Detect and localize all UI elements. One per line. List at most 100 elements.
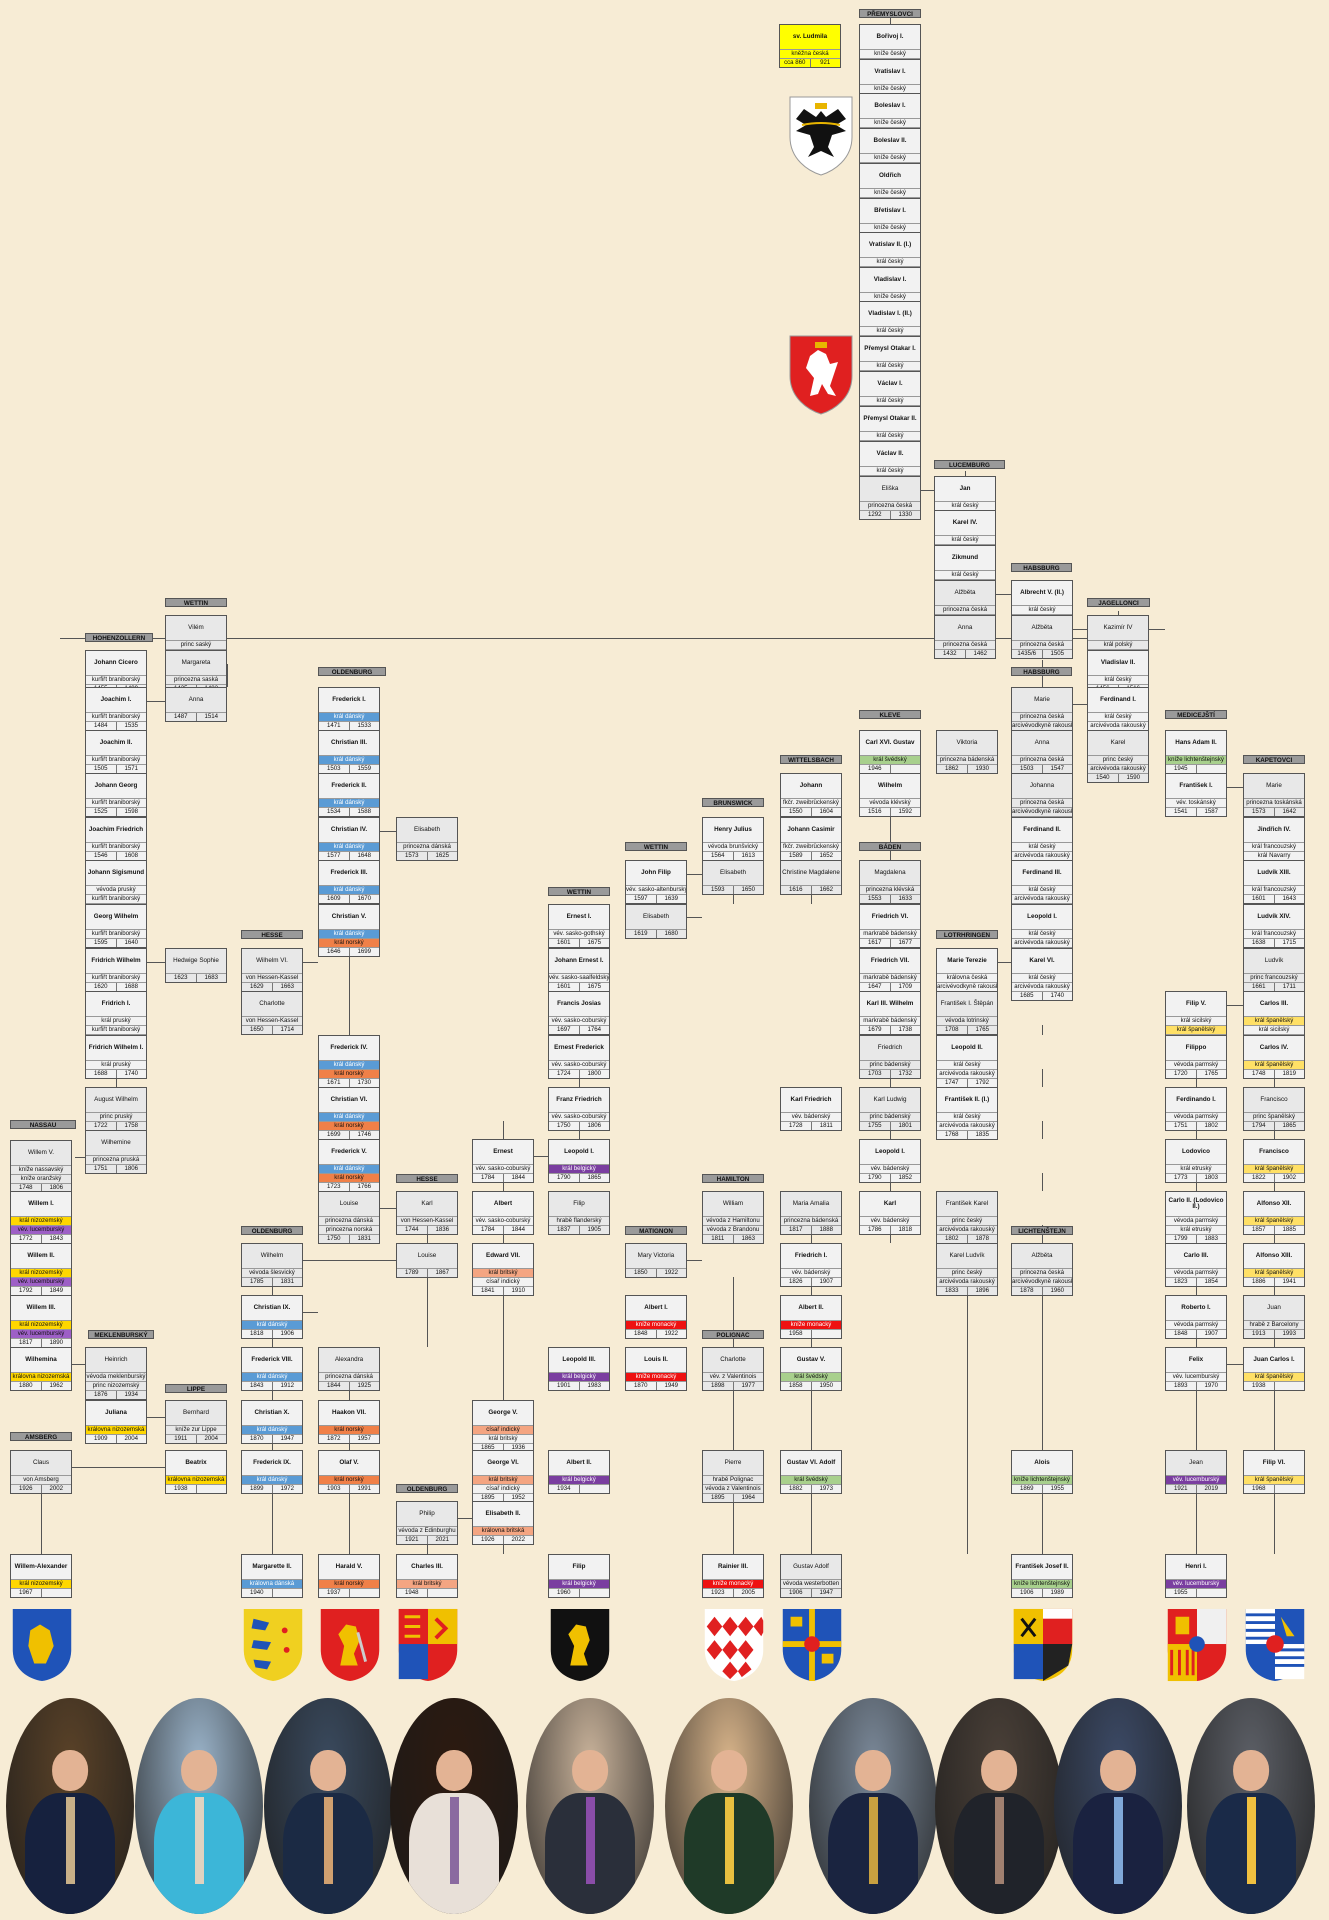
person-box: Christine Magdalene 1616 1662: [780, 860, 842, 895]
dynasty-label: MEDICEJŠTÍ: [1165, 710, 1227, 719]
birth-year: 1946: [867, 765, 882, 772]
death-year: 1806: [40, 1184, 72, 1192]
person-box: Ferdinando I. vévoda parmský 1751 1802: [1165, 1087, 1227, 1131]
person-title: vév. sasko-coburský: [473, 1164, 533, 1173]
person-box: Carlo III. vévoda parmský 1823 1854: [1165, 1243, 1227, 1287]
person-box: Mary Victoria 1850 1922: [625, 1243, 687, 1278]
person-title: kurfiřt braniborský: [86, 894, 146, 903]
person-title: kníže český: [860, 84, 920, 93]
birth-year: 1747: [944, 1079, 959, 1086]
person-box: Christian V. král dánský král norský 1646 16…: [318, 904, 380, 957]
person-title: královna nizozemská: [166, 1475, 226, 1484]
person-box: Magdalena princezna klévská 1553 1633: [859, 860, 921, 904]
tree-connector: [1042, 1121, 1043, 1139]
person-years: 1601 1643: [1244, 894, 1304, 903]
person-years: 1784 1844: [473, 1225, 533, 1234]
death-year: 1613: [732, 852, 764, 860]
person-title: vévoda parmský: [1166, 1216, 1226, 1225]
spain-shield: [1165, 1607, 1229, 1683]
person-title: král norský: [319, 1069, 379, 1078]
person-title: král pruský: [86, 1016, 146, 1025]
birth-year: 1921: [1173, 1485, 1188, 1492]
death-year: 1957: [348, 1435, 380, 1443]
person-box: Lodovico král etruský 1773 1803: [1165, 1139, 1227, 1183]
birth-year: 1728: [788, 1122, 803, 1129]
person-box: Roberto I. vévoda parmský 1848 1907: [1165, 1295, 1227, 1339]
person-box: Anna princezna česká 1503 1547: [1011, 730, 1073, 774]
person-box: František I. vév. toskánský 1541 1587: [1165, 773, 1227, 817]
person-name: Juan: [1267, 1303, 1281, 1311]
person-title: princezna česká: [1012, 798, 1072, 807]
person-box: František Karel princ český arcivévoda rak…: [936, 1191, 998, 1244]
person-title: hrabě z Barcelony: [1244, 1320, 1304, 1329]
person-box: Albert II. kníže monacký 1958: [780, 1295, 842, 1339]
birth-year: 1833: [944, 1287, 959, 1294]
death-year: 1993: [1273, 1330, 1305, 1338]
death-year: 1906: [271, 1330, 303, 1338]
person-box: William vévoda z Hamiltonu vévoda z Brando…: [702, 1191, 764, 1244]
tree-connector: [72, 1467, 165, 1468]
person-box: Leopold I. vév. bádenský 1790 1852: [859, 1139, 921, 1183]
person-title: král belgický: [549, 1579, 609, 1588]
person-title: vévoda z Valentinois: [703, 1484, 763, 1493]
person-name: Karl: [883, 1199, 897, 1207]
person-years: 1903 1991: [319, 1484, 379, 1493]
person-title: král španělský: [1244, 1268, 1304, 1277]
person-name: Willem V.: [27, 1148, 54, 1156]
person-name: Carl XVI. Gustav: [865, 738, 915, 746]
person-name: Alžběta: [954, 588, 976, 596]
birth-year: 1901: [556, 1382, 571, 1389]
person-years: 1747 1792: [937, 1078, 997, 1087]
tree-connector: [60, 638, 1110, 639]
death-year: 1991: [348, 1485, 380, 1493]
person-title: královna britská: [473, 1526, 533, 1535]
person-box: Filip král belgický 1960: [548, 1554, 610, 1598]
person-title: arcivévoda rakouský: [1012, 894, 1072, 903]
person-name: Karl Friedrich: [790, 1095, 832, 1103]
person-name: William: [722, 1199, 744, 1207]
person-years: 1573 1625: [397, 851, 457, 860]
person-box: Gustav Adolf vévoda westerbotten 1906 1947: [780, 1554, 842, 1598]
person-name: Alexandra: [334, 1355, 364, 1363]
person-box: Willem III. král nizozemský vév. lucemburs…: [10, 1295, 72, 1348]
person-box: Filip hrabě flanderský 1837 1905: [548, 1191, 610, 1235]
death-year: 1885: [1273, 1226, 1305, 1234]
birth-year: 1799: [1173, 1235, 1188, 1242]
person-years: 1723 1766: [319, 1182, 379, 1191]
death-year: 1863: [732, 1235, 764, 1243]
person-name: Bořivoj I.: [876, 32, 904, 40]
person-title: arcivévodkyně rakouská: [1012, 807, 1072, 815]
person-name: Leopold I.: [564, 1147, 594, 1155]
death-year: [1195, 1589, 1227, 1597]
person-box: Edward VII. král britský císař indický 1841…: [472, 1243, 534, 1296]
person-box: sv. Ludmila kněžna česká cca 860 921: [779, 24, 841, 68]
person-name: Heinrich: [104, 1355, 128, 1363]
person-title: princezna saská: [166, 675, 226, 684]
person-title: král dánský: [319, 712, 379, 721]
tree-connector: [1118, 611, 1119, 615]
person-years: 1802 1878: [937, 1234, 997, 1243]
death-year: 2004: [195, 1435, 227, 1443]
death-year: 1711: [1273, 983, 1305, 991]
person-box: Charles III. král britský 1948: [396, 1554, 458, 1598]
person-years: 1616 1662: [781, 885, 841, 894]
person-box: Frederick II. král dánský 1534 1588: [318, 773, 380, 817]
person-title: princezna česká: [935, 640, 995, 649]
birth-year: 1748: [18, 1184, 33, 1191]
person-box: Margarette II. královna dánská 1940: [241, 1554, 303, 1598]
person-title: král etruský: [1166, 1225, 1226, 1234]
person-box: Willem-Alexander král nizozemský 1967: [10, 1554, 72, 1598]
dynasty-label: WETTIN: [165, 598, 227, 607]
death-year: 1535: [115, 722, 147, 730]
person-name: Johann Sigismund: [87, 868, 145, 876]
person-title: král dánský: [319, 1112, 379, 1121]
person-years: 1593 1650: [703, 885, 763, 894]
tree-connector: [349, 1484, 350, 1554]
person-name: Břetislav I.: [874, 206, 906, 214]
birth-year: 1934: [556, 1485, 571, 1492]
tree-connector: [503, 1121, 504, 1139]
person-title: princezna bádenská: [937, 755, 997, 764]
person-years: 1926 2022: [473, 1535, 533, 1544]
person-years: 1541 1587: [1166, 807, 1226, 816]
person-box: Louise 1789 1867: [396, 1243, 458, 1278]
